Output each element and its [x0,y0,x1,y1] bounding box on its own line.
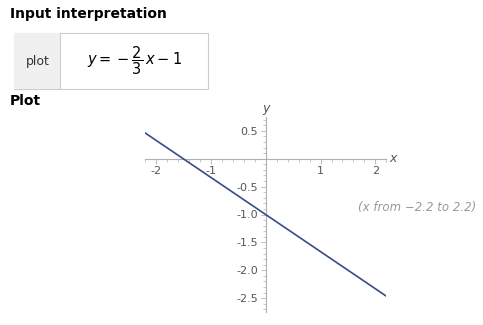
Text: x: x [390,152,397,165]
FancyBboxPatch shape [14,33,60,89]
Text: $y = -\dfrac{2}{3}\,x - 1$: $y = -\dfrac{2}{3}\,x - 1$ [86,45,182,77]
Text: (x from −2.2 to 2.2): (x from −2.2 to 2.2) [357,202,476,214]
Text: y: y [262,102,270,115]
FancyBboxPatch shape [14,33,208,89]
Text: Plot: Plot [10,94,41,108]
Text: plot: plot [26,55,49,68]
Text: Input interpretation: Input interpretation [10,7,167,21]
